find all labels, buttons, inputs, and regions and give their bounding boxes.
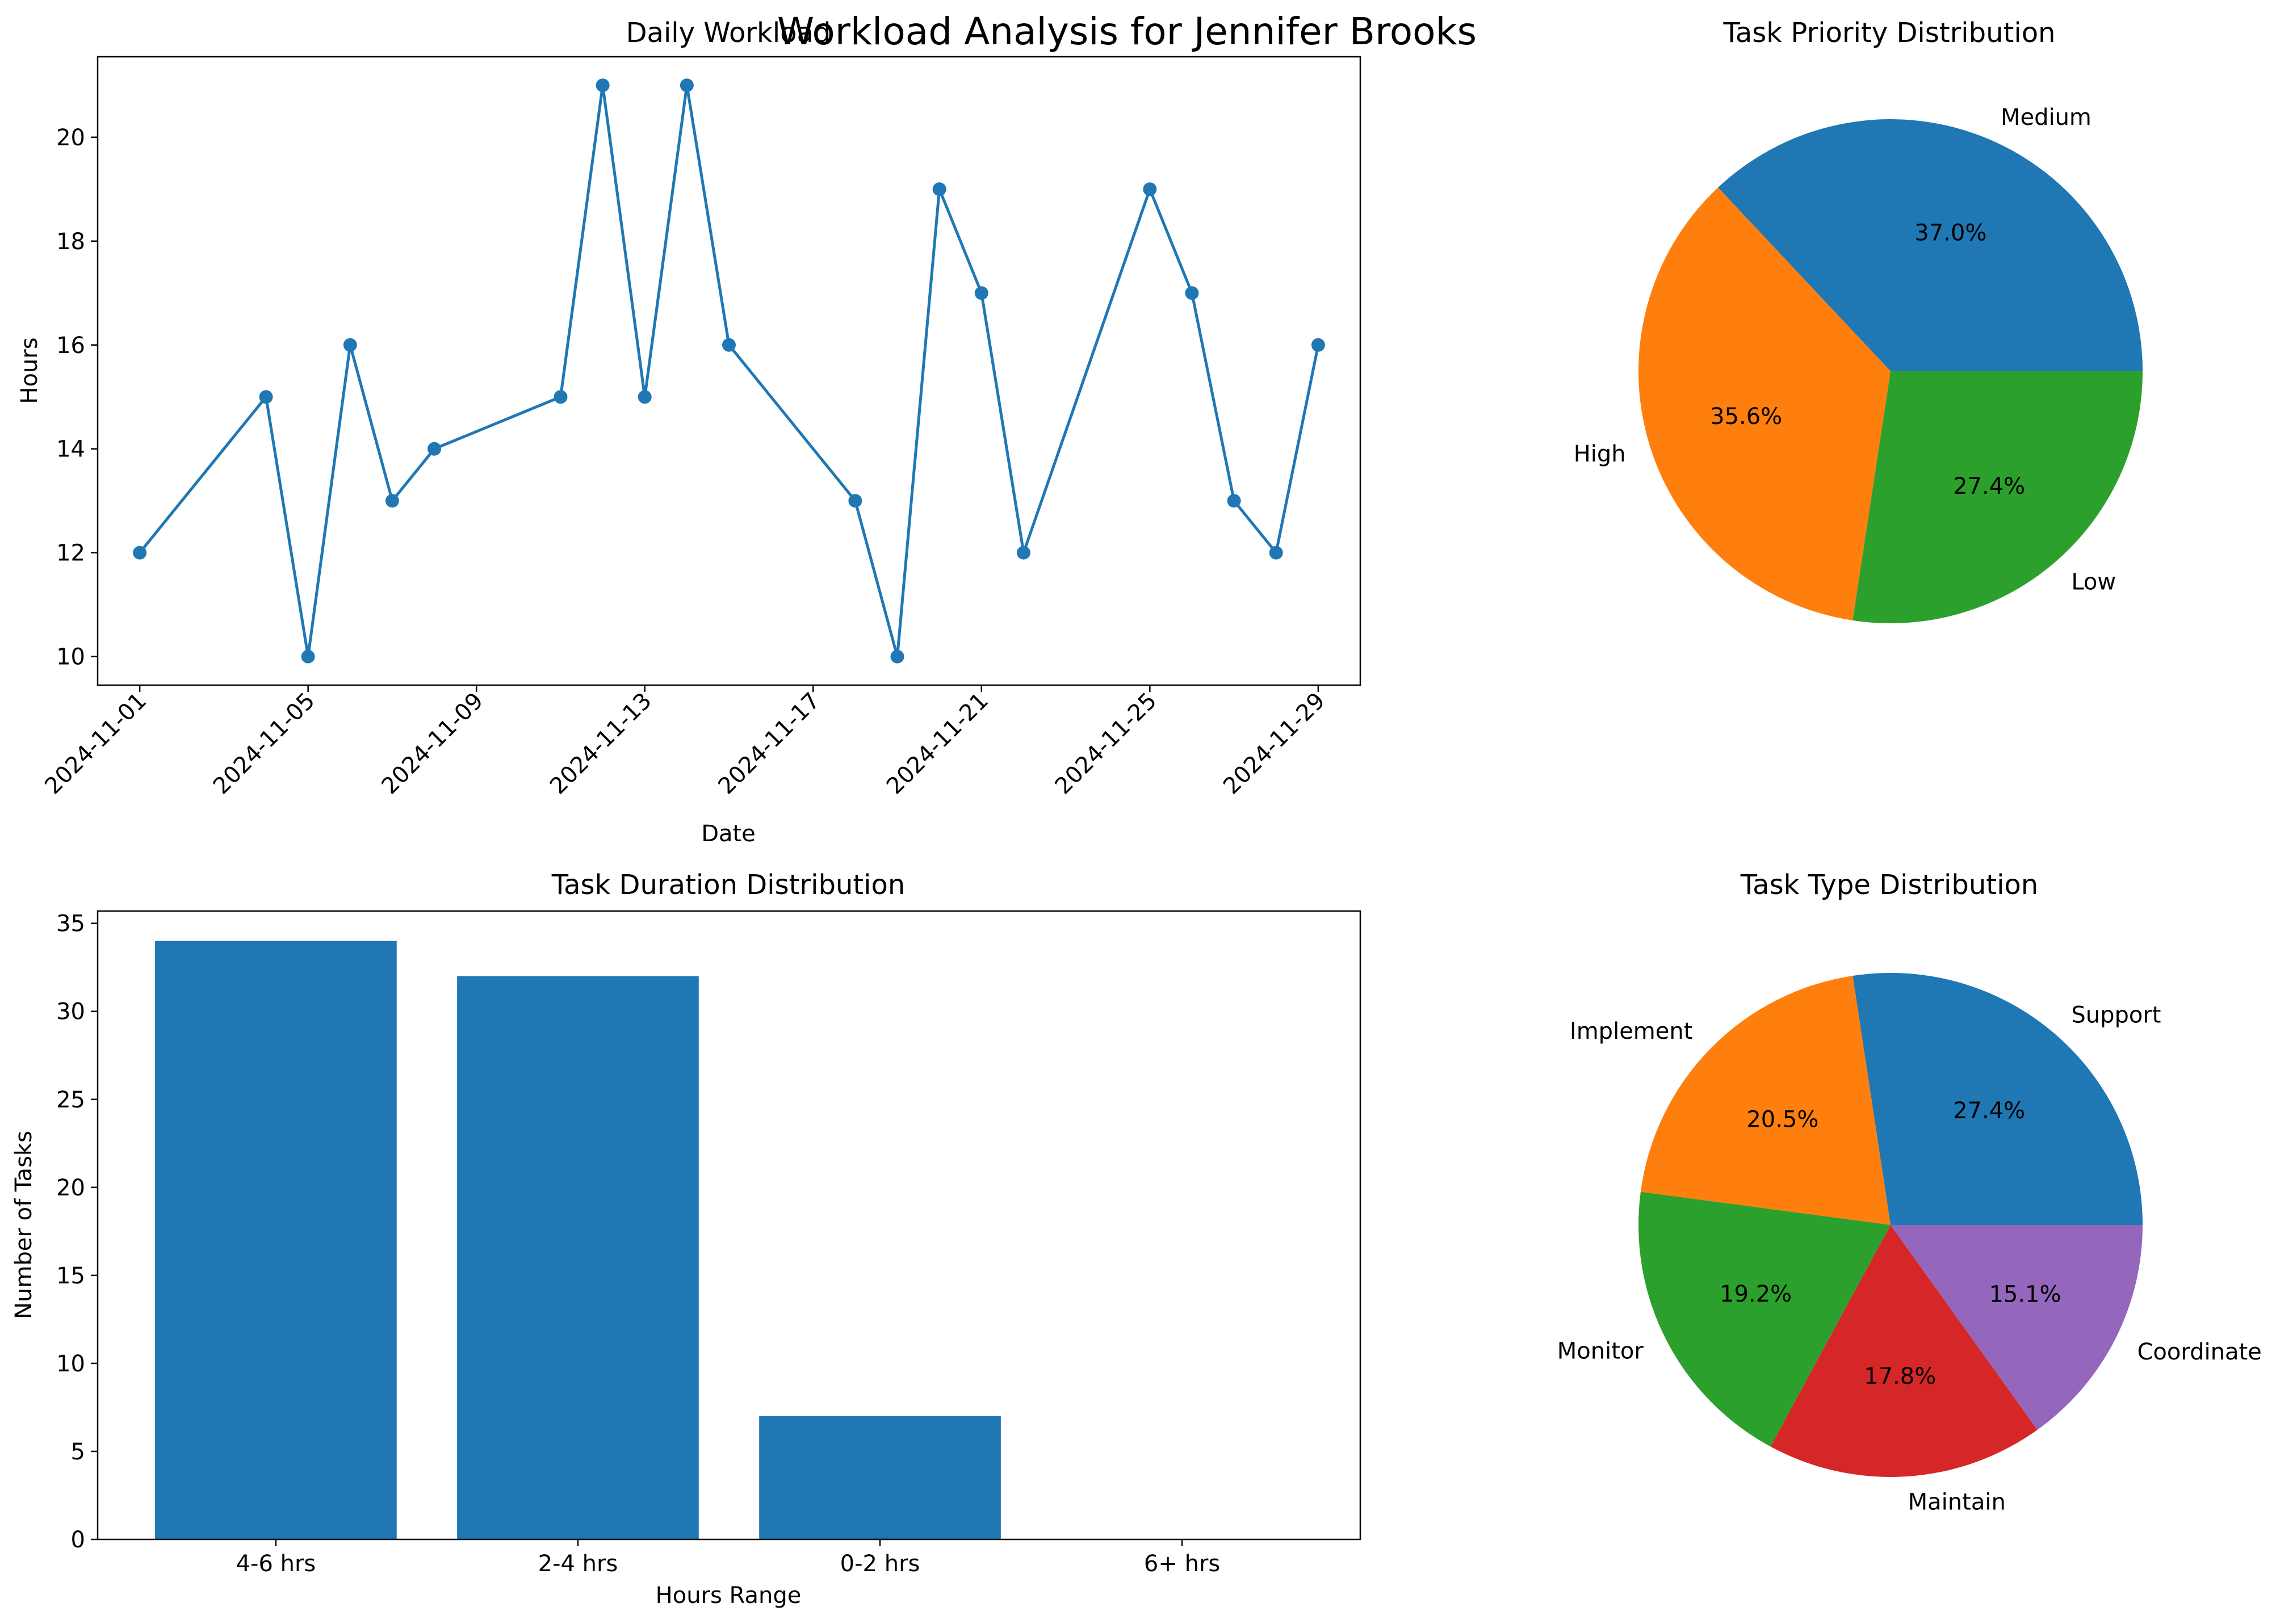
- daily-workload-point: [680, 78, 694, 93]
- daily-workload-point: [554, 390, 568, 404]
- task-priority-slice-percent: 37.0%: [1914, 220, 1986, 246]
- daily-workload-point: [1016, 545, 1030, 560]
- daily-workload-point: [1185, 286, 1199, 300]
- task-priority-slice-percent: 27.4%: [1953, 473, 2025, 500]
- daily-workload-point: [343, 338, 357, 352]
- daily-workload-frame: [97, 56, 1361, 686]
- daily-workload-y-tick-label: 20: [56, 125, 85, 151]
- task-duration-y-tick-label: 15: [56, 1263, 85, 1289]
- daily-workload-xlabel: Date: [701, 821, 756, 847]
- task-duration-bar: [759, 1416, 1001, 1539]
- task-type-slice: [1770, 1225, 2038, 1477]
- task-duration-y-tick-label: 0: [71, 1527, 85, 1553]
- task-duration-bar: [457, 976, 699, 1539]
- task-type-slice-label: Coordinate: [2137, 1339, 2261, 1365]
- daily-workload-point: [1311, 338, 1325, 352]
- task-type-slice: [1640, 976, 1891, 1225]
- task-priority-labels: Medium 37.0% High 35.6% Low 27.4%: [1574, 104, 2116, 595]
- task-type-slice: [1891, 1225, 2143, 1430]
- task-type-slice-percent: 15.1%: [1989, 1282, 2061, 1308]
- daily-workload-point: [1227, 494, 1241, 508]
- daily-workload-point: [301, 649, 315, 664]
- task-priority-slice-label: High: [1574, 441, 1626, 467]
- task-priority-slice-label: Medium: [2001, 104, 2092, 131]
- daily-workload-point: [133, 545, 147, 560]
- daily-workload-point: [974, 286, 988, 300]
- daily-workload-point: [932, 182, 946, 196]
- daily-workload-title: Daily Workload: [626, 17, 831, 49]
- task-type-slice-percent: 20.5%: [1746, 1106, 1818, 1132]
- task-duration-y-tick-label: 25: [56, 1087, 85, 1113]
- task-type-slice: [1638, 1191, 1891, 1447]
- daily-workload-point: [638, 390, 652, 404]
- daily-workload-point: [428, 442, 442, 456]
- task-type-title: Task Type Distribution: [1740, 869, 2038, 901]
- task-duration-bar: [155, 941, 397, 1539]
- task-duration-x-tick-label: 4-6 hrs: [236, 1551, 316, 1577]
- daily-workload-point: [1143, 182, 1157, 196]
- daily-workload-plot: [133, 78, 1325, 664]
- daily-workload-point: [890, 649, 904, 664]
- task-duration-title: Task Duration Distribution: [551, 869, 906, 901]
- task-type-slice-percent: 17.8%: [1864, 1363, 1936, 1390]
- daily-workload-point: [848, 494, 862, 508]
- task-type-slice-percent: 27.4%: [1953, 1098, 2025, 1124]
- task-duration-y-ticks: 0 5 10 15 20 25 30 35: [56, 911, 98, 1553]
- task-duration-bars: [155, 941, 1001, 1539]
- task-priority-title: Task Priority Distribution: [1723, 17, 2056, 49]
- task-type-slices: [1638, 973, 2143, 1477]
- daily-workload-y-tick-label: 18: [56, 229, 85, 255]
- task-duration-y-tick-label: 5: [71, 1439, 85, 1465]
- task-duration-chart: Task Duration Distribution 0 5 10 15 20 25 30 3…: [11, 869, 1361, 1609]
- task-duration-x-tick-label: 2-4 hrs: [538, 1551, 618, 1577]
- task-type-slice-label: Support: [2071, 1002, 2161, 1029]
- task-priority-slice-label: Low: [2071, 569, 2116, 595]
- daily-workload-point: [385, 494, 399, 508]
- task-priority-slice: [1638, 187, 1891, 620]
- daily-workload-y-tick-label: 16: [56, 333, 85, 359]
- task-priority-slice: [1853, 371, 2143, 623]
- task-duration-xlabel: Hours Range: [656, 1583, 802, 1609]
- daily-workload-ylabel: Hours: [16, 337, 43, 404]
- task-type-slice-label: Implement: [1570, 1018, 1692, 1044]
- task-duration-y-tick-label: 30: [56, 999, 85, 1025]
- task-duration-y-tick-label: 10: [56, 1351, 85, 1377]
- daily-workload-point: [722, 338, 736, 352]
- daily-workload-point: [259, 390, 273, 404]
- task-priority-chart: Task Priority Distribution Medium 37.0% Hi…: [1574, 17, 2143, 623]
- task-duration-y-tick-label: 35: [56, 911, 85, 937]
- figure-suptitle: Workload Analysis for Jennifer Brooks: [777, 10, 1477, 53]
- task-type-slice-label: Maintain: [1908, 1489, 2006, 1515]
- task-type-chart: Task Type Distribution Support 27.4% Imple…: [1557, 869, 2262, 1515]
- daily-workload-y-ticks: 10 12 14 16 18 20: [56, 125, 98, 670]
- task-type-slice: [1853, 973, 2143, 1225]
- daily-workload-y-tick-label: 14: [56, 437, 85, 463]
- task-priority-slices: [1638, 119, 2143, 623]
- task-duration-frame: [97, 910, 1361, 1541]
- task-duration-x-tick-label: 6+ hrs: [1144, 1551, 1220, 1577]
- task-priority-slice: [1718, 119, 2143, 371]
- daily-workload-y-tick-label: 12: [56, 540, 85, 566]
- task-priority-slice-percent: 35.6%: [1710, 404, 1782, 430]
- task-type-labels: Support 27.4% Implement 20.5% Monitor 19.2% Ma…: [1557, 1002, 2262, 1516]
- task-duration-x-tick-label: 0-2 hrs: [840, 1551, 920, 1577]
- daily-workload-y-tick-label: 10: [56, 644, 85, 670]
- task-type-slice-percent: 19.2%: [1720, 1281, 1792, 1307]
- daily-workload-point: [596, 78, 610, 93]
- task-type-slice-label: Monitor: [1557, 1338, 1644, 1365]
- task-duration-x-ticks: 4-6 hrs 2-4 hrs 0-2 hrs 6+ hrs: [236, 1539, 1220, 1577]
- task-duration-y-tick-label: 20: [56, 1175, 85, 1201]
- daily-workload-point: [1269, 545, 1283, 560]
- task-duration-ylabel: Number of Tasks: [11, 1131, 37, 1319]
